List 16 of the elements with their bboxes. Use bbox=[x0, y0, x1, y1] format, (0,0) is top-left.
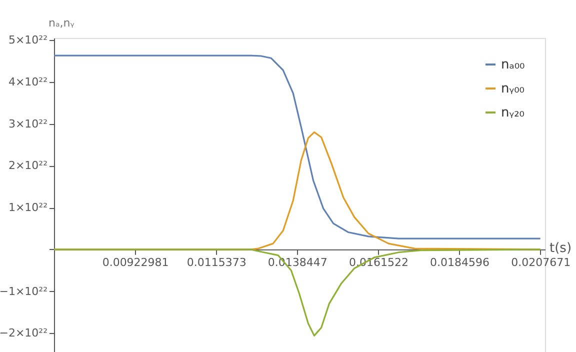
x-tick-label: 0.0184596 bbox=[430, 256, 490, 269]
legend-label: nₐ₀₀ bbox=[501, 58, 525, 72]
y-tick-label: 2×10²² bbox=[8, 159, 48, 172]
y-tick-label: 1×10²² bbox=[8, 201, 48, 214]
x-tick-label: 0.0207671 bbox=[511, 256, 571, 269]
x-tick-label: 0.0115373 bbox=[186, 256, 246, 269]
legend-label: nᵧ₂₀ bbox=[501, 106, 525, 120]
y-tick-label: 4×10²² bbox=[8, 75, 48, 88]
y-tick-label: 3×10²² bbox=[8, 117, 48, 130]
x-axis-title: t(s) bbox=[550, 240, 572, 256]
y-tick-label: −1×10²² bbox=[0, 284, 48, 298]
y-axis-title: nₐ,nᵧ bbox=[48, 16, 74, 30]
y-tick-label: −2×10²² bbox=[0, 326, 48, 340]
legend-label: nᵧ₀₀ bbox=[501, 82, 525, 96]
x-tick-label: 0.00922981 bbox=[102, 256, 169, 269]
y-tick-label: 5×10²² bbox=[8, 34, 48, 47]
